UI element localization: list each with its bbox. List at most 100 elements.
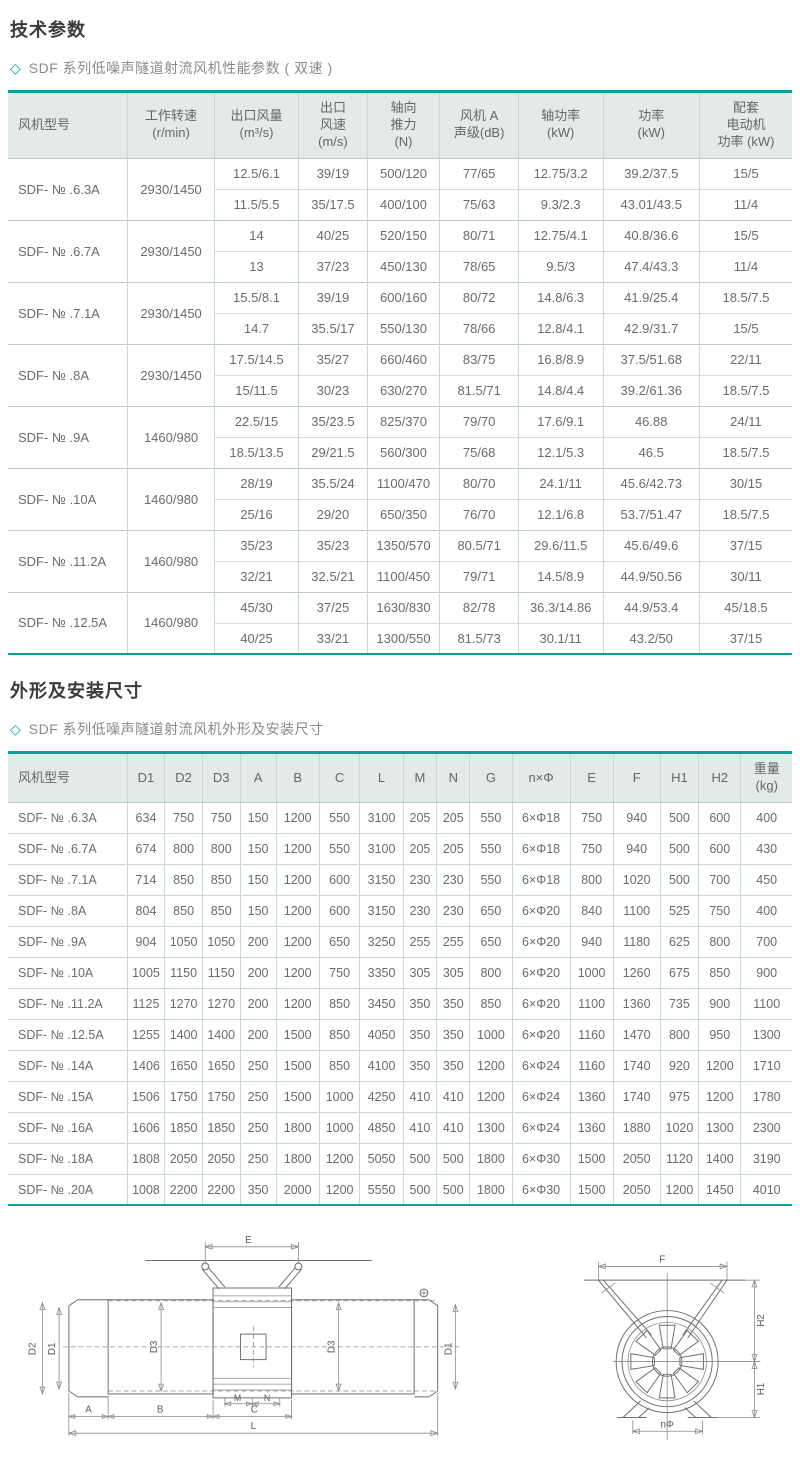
value-cell: 6×Φ18 xyxy=(511,801,571,834)
value-cell: 1100/450 xyxy=(366,560,441,593)
value-cell: 6×Φ30 xyxy=(511,1142,571,1175)
model-cell: SDF- № .15A xyxy=(8,1080,128,1113)
value-cell: 1200 xyxy=(275,894,320,927)
value-cell: 15/5 xyxy=(698,219,792,252)
value-cell: 600 xyxy=(698,801,742,834)
value-cell: 250 xyxy=(239,1049,277,1082)
model-cell: SDF- № .7.1A xyxy=(8,863,128,896)
model-cell: SDF- № .6.3A xyxy=(8,801,128,834)
value-cell: 14 xyxy=(213,219,300,252)
dim-label-L: L xyxy=(251,1422,257,1433)
value-cell: 1750 xyxy=(164,1080,203,1113)
value-cell: 45/18.5 xyxy=(698,591,792,624)
value-cell: 400 xyxy=(740,801,792,834)
perf-row: 18.5/13.5 29/21.5 560/300 75/68 12.1/5.3 46.5… xyxy=(8,436,792,469)
model-cell: SDF- № .14A xyxy=(8,1049,128,1082)
value-cell: 1740 xyxy=(612,1049,661,1082)
value-cell: 30.1/11 xyxy=(517,622,604,655)
value-cell: 1150 xyxy=(164,956,203,989)
performance-table: 风机型号 工作转速 (r/min) 出口风量 (m³/s) 出口 风速 (m/s) 轴向… xyxy=(8,90,792,656)
perf-row: SDF- № .10A 1460/980 28/19 35.5/24 1100/470 8… xyxy=(8,467,792,531)
value-cell: 1020 xyxy=(612,863,661,896)
value-cell: 650 xyxy=(469,894,513,927)
value-cell: 1500 xyxy=(569,1173,614,1206)
speed-cell: 1460/980 xyxy=(127,591,215,655)
value-cell: 75/68 xyxy=(439,436,519,469)
value-cell: 674 xyxy=(126,832,166,865)
value-cell: 6×Φ20 xyxy=(511,987,571,1020)
value-cell: 1200 xyxy=(275,801,320,834)
value-cell: 1200 xyxy=(275,925,320,958)
value-cell: 28/19 xyxy=(213,467,300,500)
dim-header-cell: 风机型号 xyxy=(8,752,128,803)
front-view-drawing: F xyxy=(583,1255,767,1441)
value-cell: 40/25 xyxy=(298,219,368,252)
value-cell: 4010 xyxy=(740,1173,792,1206)
value-cell: 83/75 xyxy=(439,343,519,376)
value-cell: 850 xyxy=(698,956,742,989)
value-cell: 650/350 xyxy=(366,498,441,531)
speed-cell: 1460/980 xyxy=(127,529,215,593)
value-cell: 41.9/25.4 xyxy=(602,281,700,314)
value-cell: 39.2/61.36 xyxy=(602,374,700,407)
value-cell: 1200 xyxy=(698,1049,742,1082)
dim-header-cell: 重量 (kg) xyxy=(740,752,792,803)
value-cell: 6×Φ18 xyxy=(511,832,571,865)
value-cell: 44.9/50.56 xyxy=(602,560,700,593)
value-cell: 1180 xyxy=(612,925,661,958)
value-cell: 15/5 xyxy=(698,312,792,345)
value-cell: 3190 xyxy=(740,1142,792,1175)
value-cell: 1808 xyxy=(126,1142,166,1175)
dim-label-F: F xyxy=(659,1255,665,1266)
value-cell: 14.5/8.9 xyxy=(517,560,604,593)
dim-label-D1-left: D1 xyxy=(47,1343,58,1356)
value-cell: 550 xyxy=(469,863,513,896)
value-cell: 850 xyxy=(318,1049,361,1082)
value-cell: 35/27 xyxy=(298,343,368,376)
value-cell: 44.9/53.4 xyxy=(602,591,700,624)
value-cell: 1200 xyxy=(275,987,320,1020)
value-cell: 305 xyxy=(402,956,438,989)
model-cell: SDF- № .10A xyxy=(8,467,129,531)
value-cell: 40/25 xyxy=(214,622,300,655)
value-cell: 9.5/3 xyxy=(517,250,604,283)
perf-header-cell: 功率 (kW) xyxy=(602,91,700,159)
value-cell: 11/4 xyxy=(698,188,792,221)
value-cell: 675 xyxy=(659,956,700,989)
model-cell: SDF- № .9A xyxy=(8,405,129,469)
speed-cell: 2930/1450 xyxy=(127,281,215,345)
value-cell: 250 xyxy=(239,1142,277,1175)
dim-row: SDF- № .15A 1506 1750 1750 250 1500 1000 4250 41… xyxy=(8,1080,792,1113)
value-cell: 634 xyxy=(126,801,166,834)
value-cell: 6×Φ20 xyxy=(511,956,571,989)
perf-header-cell: 工作转速 (r/min) xyxy=(127,91,215,159)
dim-header-cell: H1 xyxy=(659,752,700,803)
value-cell: 630/270 xyxy=(366,374,441,407)
value-cell: 1100 xyxy=(569,987,614,1020)
perf-row: 14.7 35.5/17 550/130 78/66 12.8/4.1 42.9/31.7… xyxy=(8,312,792,345)
value-cell: 1360 xyxy=(569,1111,614,1144)
value-cell: 1200 xyxy=(275,863,320,896)
model-cell: SDF- № .20A xyxy=(8,1173,128,1206)
value-cell: 205 xyxy=(402,801,438,834)
dim-label-N: N xyxy=(264,1393,270,1403)
value-cell: 32.5/21 xyxy=(298,560,368,593)
value-cell: 255 xyxy=(436,925,471,958)
value-cell: 940 xyxy=(612,832,661,865)
value-cell: 904 xyxy=(126,925,166,958)
value-cell: 1100/470 xyxy=(366,467,441,500)
value-cell: 37/23 xyxy=(298,250,368,283)
value-cell: 750 xyxy=(201,801,241,834)
value-cell: 22.5/15 xyxy=(213,405,300,438)
value-cell: 550 xyxy=(318,832,361,865)
value-cell: 550/130 xyxy=(366,312,441,345)
value-cell: 660/460 xyxy=(366,343,441,376)
value-cell: 35.5/24 xyxy=(298,467,368,500)
value-cell: 400 xyxy=(740,894,792,927)
value-cell: 150 xyxy=(239,863,277,896)
value-cell: 5050 xyxy=(359,1142,404,1175)
perf-header-cell: 风机型号 xyxy=(8,91,129,159)
value-cell: 250 xyxy=(239,1111,277,1144)
model-cell: SDF- № .11.2A xyxy=(8,987,128,1020)
value-cell: 1750 xyxy=(201,1080,241,1113)
